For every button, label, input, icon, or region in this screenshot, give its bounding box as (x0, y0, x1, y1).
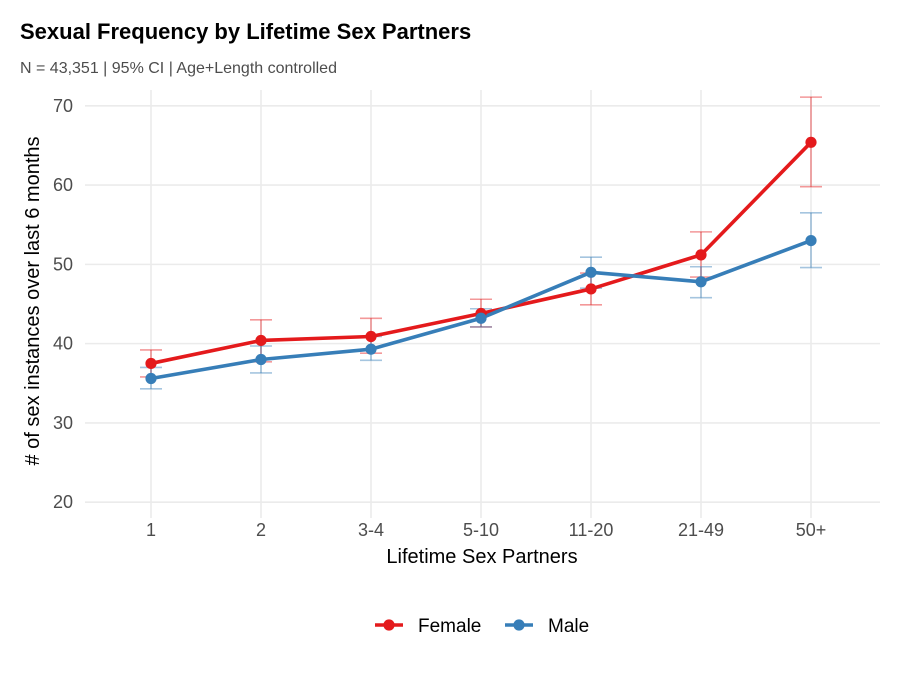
x-tick-label: 5-10 (463, 520, 499, 540)
legend: Female Male (375, 616, 589, 637)
y-axis-ticks: 20 30 40 50 60 70 (53, 96, 73, 512)
y-tick-label: 30 (53, 413, 73, 433)
data-point-male (585, 266, 597, 278)
y-axis-title: # of sex instances over last 6 months (22, 136, 44, 465)
y-tick-label: 50 (53, 254, 73, 274)
data-point-male (695, 276, 707, 288)
data-point-male (475, 312, 487, 324)
data-point-female (805, 136, 817, 148)
chart-subtitle: N = 43,351 | 95% CI | Age+Length control… (20, 60, 337, 77)
data-point-male (145, 372, 157, 385)
x-axis-title: Lifetime Sex Partners (386, 546, 577, 568)
x-tick-label: 1 (146, 520, 156, 540)
legend-item-male: Male (505, 616, 589, 637)
y-tick-label: 60 (53, 175, 73, 195)
y-tick-label: 20 (53, 492, 73, 512)
data-point-female (365, 330, 377, 343)
series-points (145, 136, 817, 385)
data-point-male (365, 343, 377, 355)
x-tick-label: 21-49 (678, 520, 724, 540)
x-tick-label: 11-20 (569, 520, 614, 540)
data-point-male (805, 234, 817, 247)
data-point-female (585, 283, 597, 295)
data-point-female (695, 249, 707, 261)
x-tick-label: 50+ (796, 520, 827, 540)
chart-title: Sexual Frequency by Lifetime Sex Partner… (20, 19, 471, 44)
legend-label: Female (418, 616, 481, 637)
data-point-male (255, 353, 267, 366)
x-axis-ticks: 1 2 3-4 5-10 11-20 21-49 50+ (146, 520, 826, 540)
legend-key-point (513, 619, 525, 631)
legend-key-point (383, 619, 395, 631)
data-point-female (145, 357, 157, 370)
y-tick-label: 70 (53, 96, 73, 116)
legend-label: Male (548, 616, 589, 637)
x-tick-label: 2 (256, 520, 266, 540)
legend-item-female: Female (375, 616, 481, 637)
grid (85, 90, 880, 518)
y-tick-label: 40 (53, 334, 73, 354)
x-tick-label: 3-4 (358, 520, 384, 540)
data-point-female (255, 334, 267, 347)
